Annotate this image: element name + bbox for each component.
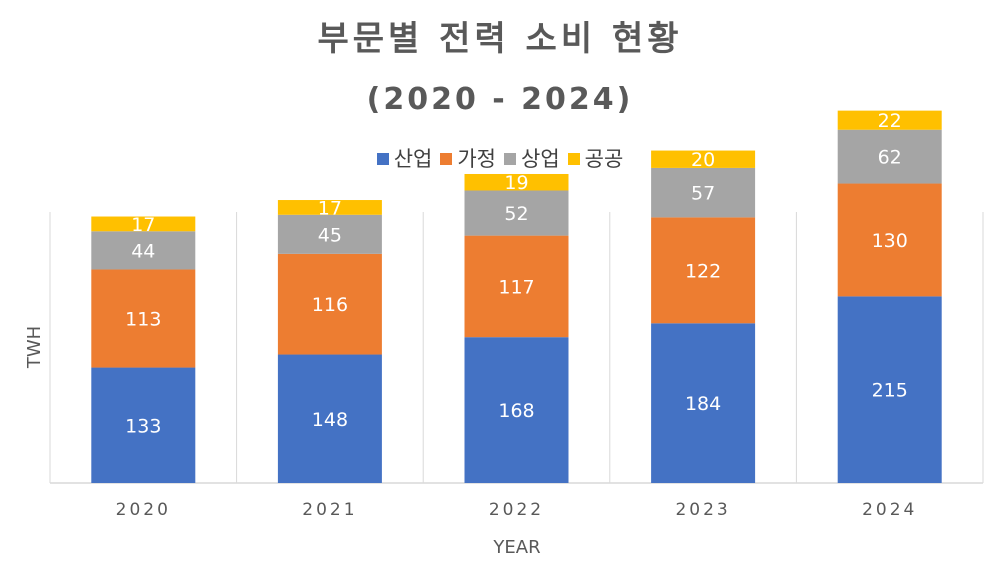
bar-segment <box>277 253 382 355</box>
data-label: 57 <box>691 183 715 205</box>
data-label: 17 <box>318 197 342 219</box>
legend-label: 상업 <box>521 147 560 171</box>
bar-segment <box>651 323 756 483</box>
legend-label: 공공 <box>584 147 624 171</box>
chart-legend: 산업 가정 상업 공공 <box>0 143 1000 173</box>
legend-swatch <box>567 153 580 165</box>
bar-segment <box>464 235 569 338</box>
data-label: 44 <box>131 240 155 262</box>
bar-segment <box>837 296 942 483</box>
bars-layer <box>91 110 942 483</box>
data-label: 116 <box>312 294 348 316</box>
chart-title: 부문별 전력 소비 현황 <box>317 19 683 59</box>
data-label: 133 <box>125 415 161 437</box>
legend-item: 상업 <box>504 143 560 173</box>
bar-segment <box>277 214 382 254</box>
x-tick-label: 2024 <box>862 500 917 520</box>
chart-title-block: 부문별 전력 소비 현황 (2020 - 2024) <box>0 14 1000 122</box>
bar-segment <box>651 150 756 168</box>
data-label: 62 <box>878 147 902 169</box>
bar-segment <box>837 110 942 130</box>
bar-segment <box>277 200 382 215</box>
x-axis-label: YEAR <box>492 537 540 558</box>
data-label: 215 <box>872 380 908 402</box>
x-tick-label: 2021 <box>302 500 357 520</box>
legend-swatch <box>376 153 389 165</box>
data-label: 130 <box>872 230 908 252</box>
data-label: 168 <box>498 400 534 422</box>
labels-layer: 133 113 44 17 2020 148 116 45 17 2021 168 117 52 19 20… <box>116 110 917 520</box>
bar-segment <box>277 354 382 483</box>
data-label: 113 <box>125 309 161 331</box>
bar-segment <box>91 367 196 483</box>
bar-segment <box>837 129 942 184</box>
x-tick-label: 2023 <box>675 500 730 520</box>
data-label: 117 <box>498 276 534 298</box>
bar-segment <box>464 173 569 191</box>
bar-segment <box>91 231 196 270</box>
x-tick-label: 2020 <box>116 500 171 520</box>
data-label: 19 <box>504 172 528 194</box>
legend-item: 산업 <box>376 143 433 173</box>
legend-label: 가정 <box>457 147 496 171</box>
chart-subtitle: (2020 - 2024) <box>366 82 634 117</box>
data-label: 184 <box>685 393 721 415</box>
data-label: 20 <box>691 149 715 171</box>
data-label: 22 <box>878 110 902 132</box>
bar-segment <box>837 183 942 297</box>
legend-item: 공공 <box>567 143 624 173</box>
data-label: 17 <box>131 214 155 236</box>
legend-swatch <box>440 153 453 165</box>
data-label: 52 <box>504 203 528 225</box>
data-label: 148 <box>312 409 348 431</box>
data-label: 45 <box>318 224 342 246</box>
bar-segment <box>464 337 569 483</box>
y-axis-label: TWH <box>24 326 45 369</box>
legend-label: 산업 <box>393 147 433 171</box>
legend-swatch <box>504 153 516 165</box>
bar-segment <box>464 190 569 236</box>
bar-segment <box>91 216 196 232</box>
bar-segment <box>651 217 756 324</box>
x-tick-label: 2022 <box>489 500 544 520</box>
data-label: 122 <box>685 260 721 282</box>
bar-segment <box>651 167 756 218</box>
bar-segment <box>91 269 196 368</box>
legend-item: 가정 <box>440 143 496 173</box>
